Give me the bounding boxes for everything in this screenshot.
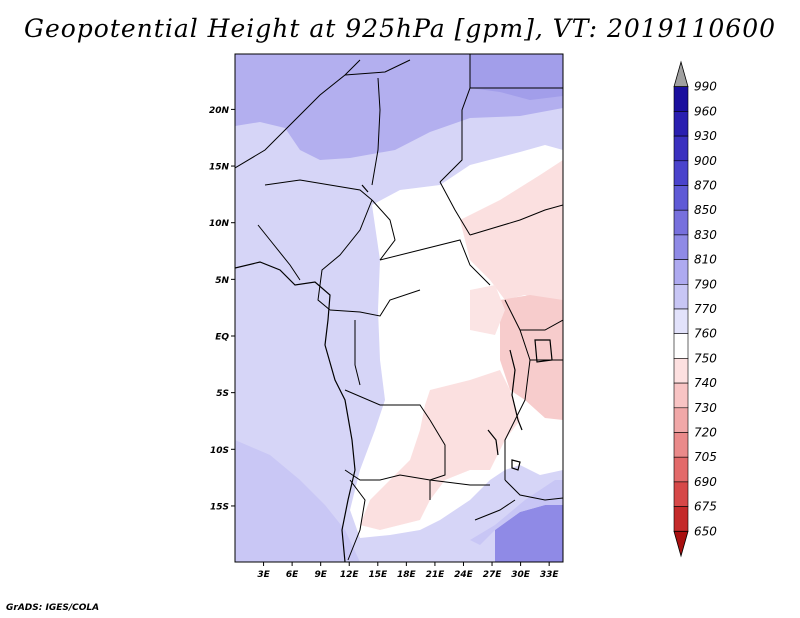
colorbar-level-label: 960 <box>694 104 717 118</box>
colorbar-swatch <box>673 259 689 285</box>
lon-label: 12E <box>340 570 360 580</box>
colorbar-level-label: 730 <box>694 401 717 415</box>
colorbar-level-label: 650 <box>694 524 717 538</box>
colorbar-level-label: 990 <box>694 80 717 94</box>
lon-label: 6E <box>286 570 299 580</box>
colorbar-swatch <box>673 481 689 507</box>
lat-label: 15N <box>209 163 230 173</box>
lon-label: 9E <box>314 570 327 580</box>
map-panel <box>235 54 563 562</box>
field-pink-south <box>360 370 520 530</box>
field-pink-center <box>470 285 505 335</box>
lakes <box>361 184 553 471</box>
lat-label: 5S <box>216 389 229 399</box>
colorbar-swatch <box>673 358 689 384</box>
colorbar-swatch <box>673 456 689 483</box>
colorbar-level-label: 675 <box>694 500 717 514</box>
lon-label: 30E <box>511 570 531 580</box>
colorbar-max-arrow <box>673 60 689 88</box>
lon-label: 18E <box>397 570 417 580</box>
colorbar-swatch <box>673 160 689 186</box>
country-borders <box>235 54 563 561</box>
colorbar-swatch <box>673 185 689 211</box>
colorbar-swatch <box>673 333 689 359</box>
map-title: Geopotential Height at 925hPa [gpm], VT:… <box>23 14 777 43</box>
field-southeast-high <box>495 505 563 562</box>
colorbar-swatch <box>673 308 689 335</box>
lat-label: 10S <box>210 446 229 456</box>
colorbar: 990 960 930 900 870 850 830 810 790 770 760 750 740 7… <box>673 60 717 558</box>
lat-label: EQ <box>215 333 229 343</box>
colorbar-level-label: 750 <box>694 351 717 365</box>
colorbar-min-arrow <box>673 530 689 558</box>
lat-label: 20N <box>209 106 230 116</box>
lat-label: 5N <box>215 276 229 286</box>
lon-label: 24E <box>454 570 474 580</box>
map-frame <box>234 53 564 563</box>
lon-label: 27E <box>483 570 503 580</box>
colorbar-level-label: 760 <box>694 327 717 341</box>
colorbar-swatch <box>673 234 689 260</box>
field-southwest <box>235 440 360 562</box>
lat-label: 10N <box>209 219 230 229</box>
lon-label: 3E <box>257 570 270 580</box>
colorbar-swatch <box>673 86 689 112</box>
colorbar-swatch <box>673 283 689 310</box>
colorbar-level-label: 720 <box>694 426 717 440</box>
field-pink-lakes <box>500 295 563 420</box>
colorbar-swatch <box>673 135 689 162</box>
colorbar-swatch <box>673 382 689 409</box>
colorbar-level-label: 740 <box>694 376 717 390</box>
colorbar-level-label: 830 <box>694 228 717 242</box>
colorbar-level-label: 690 <box>694 475 717 489</box>
colorbar-swatch <box>673 111 689 137</box>
colorbar-level-label: 930 <box>694 129 717 143</box>
colorbar-swatch <box>673 432 689 458</box>
colorbar-swatch <box>673 209 689 236</box>
lon-label: 33E <box>540 570 560 580</box>
field-pink-east <box>460 160 563 300</box>
colorbar-level-label: 810 <box>694 253 717 267</box>
coastline <box>235 261 356 562</box>
grads-credit: GrADS: IGES/COLA <box>6 603 100 613</box>
colorbar-level-label: 790 <box>694 277 717 291</box>
lon-label: 15E <box>368 570 388 580</box>
colorbar-swatch <box>673 506 689 532</box>
colorbar-level-label: 870 <box>694 179 717 193</box>
colorbar-level-label: 770 <box>694 302 717 316</box>
latitude-axis: 20N 15N 10N 5N EQ 5S 10S 15S <box>209 106 235 512</box>
longitude-axis: 3E 6E 9E 12E 15E 18E 21E 24E 27E 30E 33E <box>257 562 559 580</box>
lon-label: 21E <box>426 570 446 580</box>
colorbar-level-label: 850 <box>694 203 717 217</box>
field-southeast-mid <box>470 480 563 545</box>
colorbar-swatch <box>673 407 689 433</box>
colorbar-level-label: 900 <box>694 154 717 168</box>
colorbar-level-label: 705 <box>694 450 717 464</box>
lat-label: 15S <box>210 502 229 512</box>
